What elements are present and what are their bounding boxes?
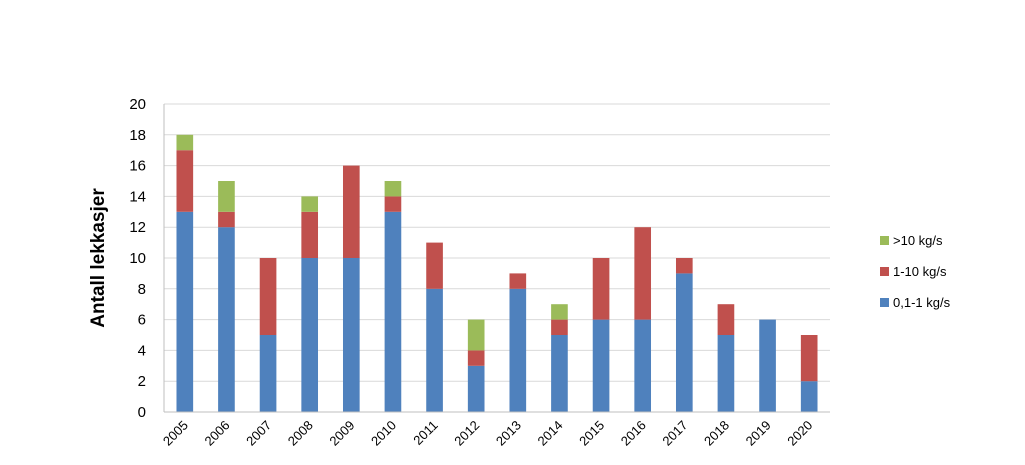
y-tick-label: 0 <box>138 404 146 421</box>
y-tick-label: 10 <box>129 250 146 267</box>
x-tick-label: 2011 <box>410 418 440 448</box>
bar-segment-2006-large <box>218 181 235 212</box>
x-tick-label: 2019 <box>743 418 774 449</box>
bar-segment-2005-medium <box>176 150 194 212</box>
x-tick-label: 2005 <box>160 418 191 449</box>
legend-swatch <box>880 298 889 307</box>
bar-segment-2008-large <box>301 196 319 212</box>
legend-label: 0,1-1 kg/s <box>893 295 951 310</box>
legend-label: >10 kg/s <box>893 233 943 248</box>
bar-segment-2012-medium <box>467 350 485 366</box>
bar-segment-2014-medium <box>551 319 568 335</box>
bar-segment-2012-small <box>467 365 485 412</box>
bar-segment-2014-small <box>551 335 568 412</box>
y-tick-label: 16 <box>129 158 146 175</box>
y-tick-label: 2 <box>138 373 146 390</box>
y-tick-label: 8 <box>138 281 146 298</box>
x-tick-label: 2015 <box>576 418 607 449</box>
legend-swatch <box>880 267 889 276</box>
bar-segment-2011-small <box>426 288 443 412</box>
bar-segment-2011-medium <box>426 242 443 289</box>
y-axis-ticks: 0 2 4 6 8 10 12 14 16 18 20 <box>129 96 146 421</box>
bar-segment-2010-medium <box>384 196 402 212</box>
x-tick-label: 2007 <box>243 418 274 449</box>
x-tick-label: 2017 <box>659 418 690 449</box>
y-tick-label: 4 <box>138 342 146 359</box>
x-tick-label: 2020 <box>784 418 815 449</box>
bar-segment-2005-small <box>176 211 194 412</box>
x-tick-label: 2006 <box>202 418 233 449</box>
bar-segment-2006-medium <box>218 211 235 228</box>
bar-segment-2017-medium <box>675 258 693 274</box>
x-tick-label: 2009 <box>326 418 357 449</box>
y-tick-label: 20 <box>129 96 146 113</box>
x-tick-label: 2008 <box>285 418 316 449</box>
legend-swatch <box>880 236 889 245</box>
bar-segment-2017-small <box>675 273 693 412</box>
x-tick-label: 2016 <box>618 418 649 449</box>
bar-segment-2007-medium <box>259 258 277 335</box>
bar-segment-2008-small <box>301 258 319 412</box>
bar-segment-2006-small <box>218 227 235 412</box>
y-tick-label: 14 <box>129 188 146 205</box>
bar-segment-2020-medium <box>800 335 818 382</box>
bar-segment-2005-large <box>176 134 194 151</box>
bar-segment-2019-small <box>759 319 776 412</box>
x-tick-label: 2010 <box>368 418 399 449</box>
x-tick-label: 2014 <box>535 418 566 449</box>
x-axis-ticks: 2005 2006 2007 2008 2009 2010 2011 2012 2013 2014… <box>160 418 815 449</box>
bar-segment-2010-large <box>384 181 402 197</box>
bar-segment-2010-small <box>384 211 402 412</box>
bar-segment-2008-medium <box>301 211 319 258</box>
bar-segment-2018-medium <box>717 304 735 335</box>
y-axis-label: Antall lekkasjer <box>88 188 109 328</box>
bar-segment-2007-small <box>259 335 277 412</box>
bar-segment-2009-medium <box>342 165 360 258</box>
bar-segment-2015-medium <box>592 258 610 320</box>
bar-segment-2015-small <box>592 319 610 412</box>
bar-segment-2018-small <box>717 335 735 412</box>
bar-segment-2013-small <box>509 288 527 412</box>
bar-segment-2013-medium <box>509 273 527 289</box>
y-tick-label: 18 <box>129 127 146 144</box>
bar-segment-2016-medium <box>634 227 652 320</box>
bars <box>176 134 818 412</box>
x-tick-label: 2013 <box>493 418 524 449</box>
bar-segment-2009-small <box>342 258 360 412</box>
x-tick-label: 2012 <box>451 418 482 449</box>
legend: >10 kg/s 1-10 kg/s 0,1-1 kg/s <box>880 233 951 310</box>
y-tick-label: 12 <box>129 219 146 236</box>
bar-segment-2016-small <box>634 319 652 412</box>
bar-segment-2020-small <box>800 381 818 412</box>
legend-label: 1-10 kg/s <box>893 264 947 279</box>
bar-segment-2014-large <box>551 304 568 320</box>
x-tick-label: 2018 <box>701 418 732 449</box>
y-tick-label: 6 <box>138 312 146 329</box>
bar-segment-2012-large <box>467 319 485 351</box>
